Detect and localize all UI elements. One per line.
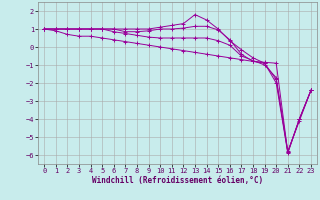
X-axis label: Windchill (Refroidissement éolien,°C): Windchill (Refroidissement éolien,°C) <box>92 176 263 185</box>
